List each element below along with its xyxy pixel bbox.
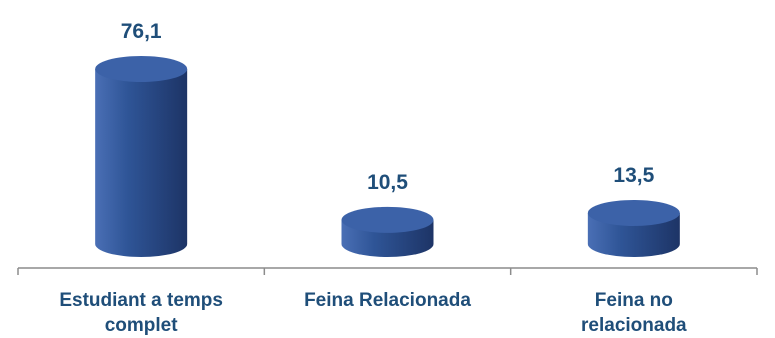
x-axis (17, 267, 758, 275)
category-label-1-line-1: Estudiant a temps (59, 290, 223, 311)
bars-group (95, 55, 680, 257)
value-label-2: 10,5 (367, 171, 408, 194)
bar-1-top (95, 55, 188, 82)
category-label-1-line-2: complet (105, 315, 179, 336)
category-label-2-line-1: Feina Relacionada (304, 290, 471, 311)
bar-3-top (587, 199, 680, 226)
bar-1-body (95, 68, 188, 257)
labels-group: 76,1 Estudiant a temps complet 10,5 Feina Re… (59, 20, 687, 336)
value-label-3: 13,5 (613, 164, 654, 187)
category-label-3-line-2: relacionada (581, 315, 687, 336)
bar-2-top (341, 206, 434, 233)
category-label-3-line-1: Feina no (595, 290, 673, 311)
value-label-1: 76,1 (121, 20, 162, 43)
